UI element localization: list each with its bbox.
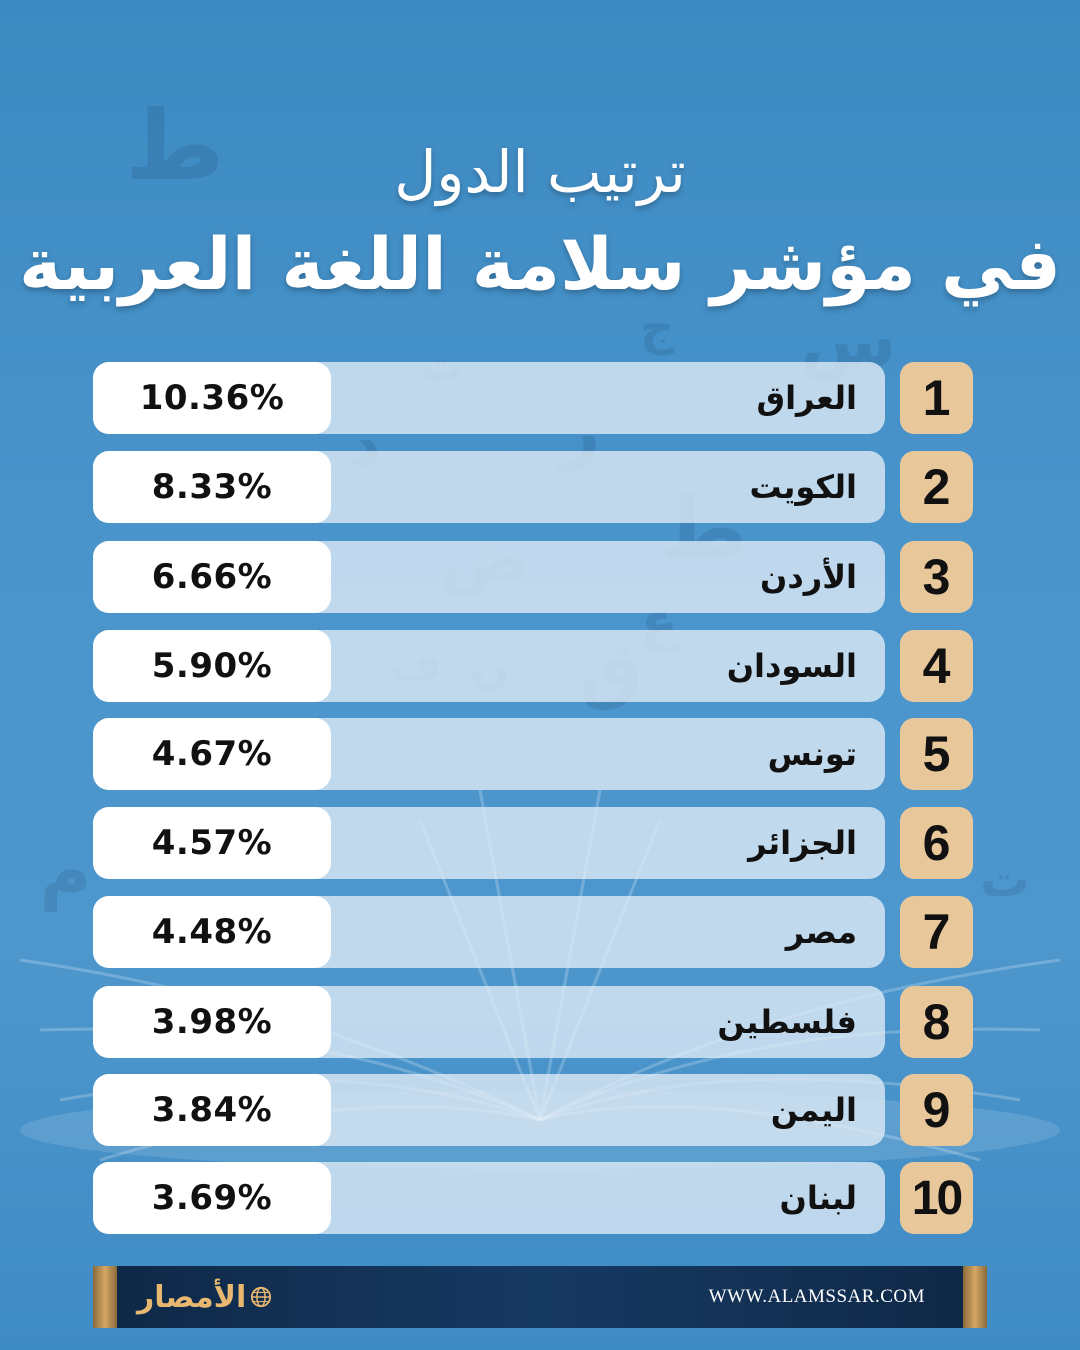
percent-value: 3.69%	[151, 1178, 273, 1218]
rank-number: 1	[922, 370, 951, 426]
rank-number: 8	[922, 994, 951, 1050]
rank-badge: 10	[900, 1162, 973, 1234]
rank-badge: 5	[900, 718, 973, 790]
rank-number: 4	[922, 638, 951, 694]
ranking-row: 4.67% تونس 5	[93, 718, 973, 790]
country-name: الكويت	[749, 468, 857, 506]
ranking-row: 3.84% اليمن 9	[93, 1074, 973, 1146]
bg-letter: م	[40, 830, 92, 912]
country-name: العراق	[756, 379, 857, 417]
ranking-row: 4.57% الجزائر 6	[93, 807, 973, 879]
percent-value: 6.66%	[151, 557, 273, 597]
country-name: فلسطين	[717, 1003, 857, 1041]
rank-badge: 7	[900, 896, 973, 968]
brand-logo[interactable]: الأمصار	[137, 1274, 272, 1320]
rank-badge: 4	[900, 630, 973, 702]
percent-box: 4.48%	[93, 896, 331, 968]
website-link[interactable]: WWW.ALAMSSAR.COM	[708, 1286, 925, 1307]
logo-text: الأمصار	[137, 1279, 247, 1315]
rank-badge: 6	[900, 807, 973, 879]
percent-value: 3.98%	[151, 1002, 273, 1042]
country-name: مصر	[785, 913, 857, 951]
globe-icon	[251, 1286, 272, 1308]
footer-gold-edge	[93, 1266, 117, 1328]
rank-number: 5	[922, 726, 951, 782]
country-name: الأردن	[760, 558, 857, 596]
percent-value: 8.33%	[151, 467, 273, 507]
percent-box: 3.98%	[93, 986, 331, 1058]
ranking-row: 8.33% الكويت 2	[93, 451, 973, 523]
rank-badge: 2	[900, 451, 973, 523]
ranking-row: 3.69% لبنان 10	[93, 1162, 973, 1234]
percent-value: 5.90%	[151, 646, 273, 686]
country-name: السودان	[726, 647, 857, 685]
percent-box: 5.90%	[93, 630, 331, 702]
percent-box: 8.33%	[93, 451, 331, 523]
percent-box: 10.36%	[93, 362, 331, 434]
ranking-row: 5.90% السودان 4	[93, 630, 973, 702]
rank-badge: 9	[900, 1074, 973, 1146]
rank-badge: 8	[900, 986, 973, 1058]
ranking-row: 3.98% فلسطين 8	[93, 986, 973, 1058]
rank-number: 6	[922, 815, 951, 871]
rank-number: 9	[922, 1082, 951, 1138]
country-name: لبنان	[779, 1179, 857, 1217]
percent-box: 3.84%	[93, 1074, 331, 1146]
rank-number: 3	[922, 549, 951, 605]
country-name: اليمن	[770, 1091, 857, 1129]
percent-box: 4.67%	[93, 718, 331, 790]
footer-bar: الأمصار WWW.ALAMSSAR.COM	[93, 1266, 987, 1328]
percent-value: 4.57%	[151, 823, 273, 863]
percent-box: 4.57%	[93, 807, 331, 879]
ranking-row: 6.66% الأردن 3	[93, 541, 973, 613]
country-name: تونس	[767, 735, 857, 773]
country-name: الجزائر	[748, 824, 857, 862]
footer-gold-edge	[963, 1266, 987, 1328]
rank-number: 2	[922, 459, 951, 515]
rank-badge: 3	[900, 541, 973, 613]
bg-letter: ج	[640, 300, 675, 356]
rank-badge: 1	[900, 362, 973, 434]
percent-value: 4.48%	[151, 912, 273, 952]
title-line-1: ترتيب الدول	[394, 138, 686, 206]
ranking-row: 4.48% مصر 7	[93, 896, 973, 968]
title-line-2: في مؤشر سلامة اللغة العربية	[19, 222, 1061, 306]
ranking-row: 10.36% العراق 1	[93, 362, 973, 434]
rank-number: 7	[922, 904, 951, 960]
percent-value: 3.84%	[151, 1090, 273, 1130]
percent-value: 10.36%	[139, 378, 285, 418]
percent-box: 6.66%	[93, 541, 331, 613]
bg-letter: ت	[980, 850, 1031, 908]
percent-box: 3.69%	[93, 1162, 331, 1234]
percent-value: 4.67%	[151, 734, 273, 774]
rank-number: 10	[911, 1171, 963, 1225]
